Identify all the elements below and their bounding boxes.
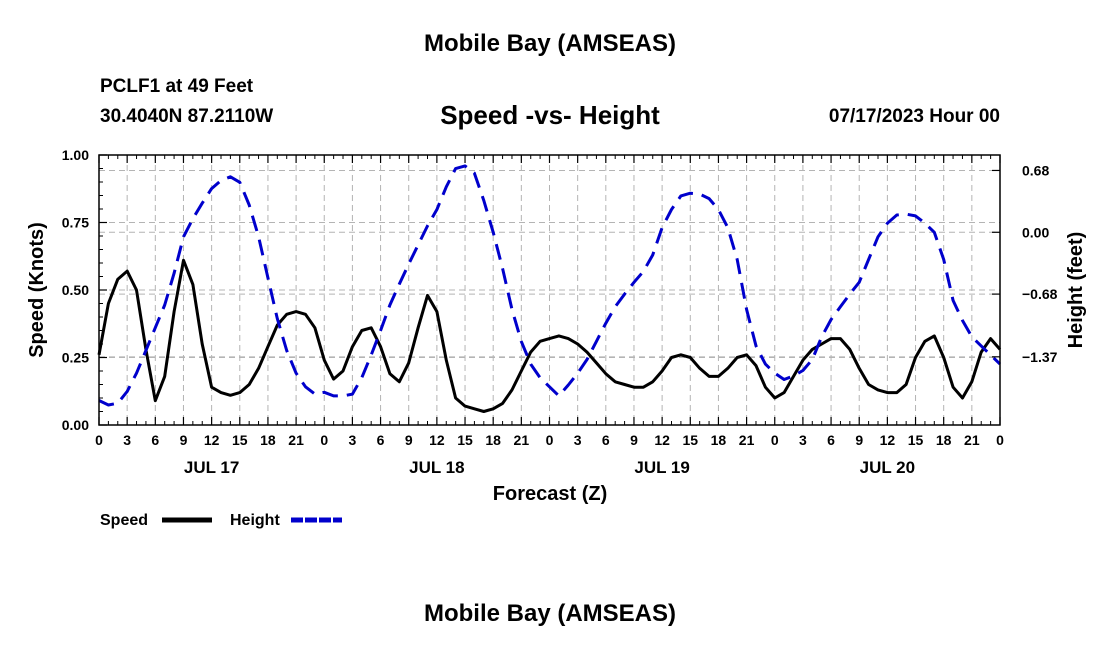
y-axis-label-left: Speed (Knots) [26, 222, 48, 358]
x-tick-label: 12 [880, 432, 896, 448]
station-coordinates: 30.4040N 87.2110W [100, 106, 274, 127]
x-tick-label: 0 [546, 432, 554, 448]
y-tick-label: 0.50 [62, 282, 89, 298]
y-tick-label: 0.25 [62, 350, 89, 366]
x-tick-label: 15 [682, 432, 698, 448]
x-tick-label: 12 [204, 432, 220, 448]
x-tick-label: 21 [964, 432, 980, 448]
x-tick-label: 0 [320, 432, 328, 448]
x-tick-label: 3 [799, 432, 807, 448]
x-tick-label: 15 [908, 432, 924, 448]
x-tick-label: 12 [429, 432, 445, 448]
x-tick-label: 9 [630, 432, 638, 448]
x-tick-label: 0 [771, 432, 779, 448]
x-tick-label: 9 [180, 432, 188, 448]
date-label: JUL 19 [634, 458, 689, 477]
x-axis-label: Forecast (Z) [493, 483, 607, 505]
x-tick-label: 3 [349, 432, 357, 448]
x-tick-label: 9 [405, 432, 413, 448]
x-tick-label: 6 [151, 432, 159, 448]
x-tick-label: 18 [936, 432, 952, 448]
station-label: PCLF1 at 49 Feet [100, 76, 254, 97]
x-tick-label: 21 [739, 432, 755, 448]
y-tick-label: 1.00 [62, 147, 89, 163]
x-tick-label: 0 [95, 432, 103, 448]
axes: 0 3 6 9 12 15 18 21 0 3 6 9 12 15 18 21 0 3 6 9 12 15 18 21 0 3 6 9… [62, 147, 1058, 477]
series-lines [97, 164, 1002, 413]
y-right-tick-label: 0.68 [1022, 162, 1049, 178]
forecast-datetime: 07/17/2023 Hour 00 [828, 106, 1000, 127]
date-label: JUL 17 [184, 458, 239, 477]
x-tick-label: 18 [711, 432, 727, 448]
x-tick-label: 3 [123, 432, 131, 448]
y-tick-label: 0.75 [62, 215, 89, 231]
x-tick-label: 9 [855, 432, 863, 448]
x-tick-label: 18 [485, 432, 501, 448]
x-tick-label: 6 [602, 432, 610, 448]
speed-line [97, 258, 1002, 413]
y-right-tick-label: 0.00 [1022, 224, 1049, 240]
y-right-tick-label: −0.68 [1022, 286, 1058, 302]
footer-title: Mobile Bay (AMSEAS) [423, 600, 677, 627]
legend: Speed Height [100, 512, 342, 529]
x-tick-label: 3 [574, 432, 582, 448]
date-label: JUL 20 [860, 458, 915, 477]
x-tick-label: 15 [232, 432, 248, 448]
x-tick-label: 12 [654, 432, 670, 448]
date-label: JUL 18 [409, 458, 464, 477]
x-tick-label: 15 [457, 432, 473, 448]
chart-subtitle: Speed -vs- Height [440, 100, 660, 130]
x-tick-label: 18 [260, 432, 276, 448]
x-tick-label: 0 [996, 432, 1004, 448]
legend-height-label: Height [230, 512, 280, 529]
legend-speed-label: Speed [100, 512, 148, 529]
chart-title: Mobile Bay (AMSEAS) [423, 30, 677, 57]
grid-lines [99, 155, 1000, 425]
x-tick-label: 6 [377, 432, 385, 448]
y-axis-label-right: Height (feet) [1065, 232, 1087, 349]
height-line [98, 164, 1002, 407]
x-tick-label: 21 [514, 432, 530, 448]
y-tick-label: 0.00 [62, 417, 89, 433]
y-right-tick-label: −1.37 [1022, 349, 1058, 365]
x-tick-label: 21 [288, 432, 304, 448]
x-tick-label: 6 [827, 432, 835, 448]
